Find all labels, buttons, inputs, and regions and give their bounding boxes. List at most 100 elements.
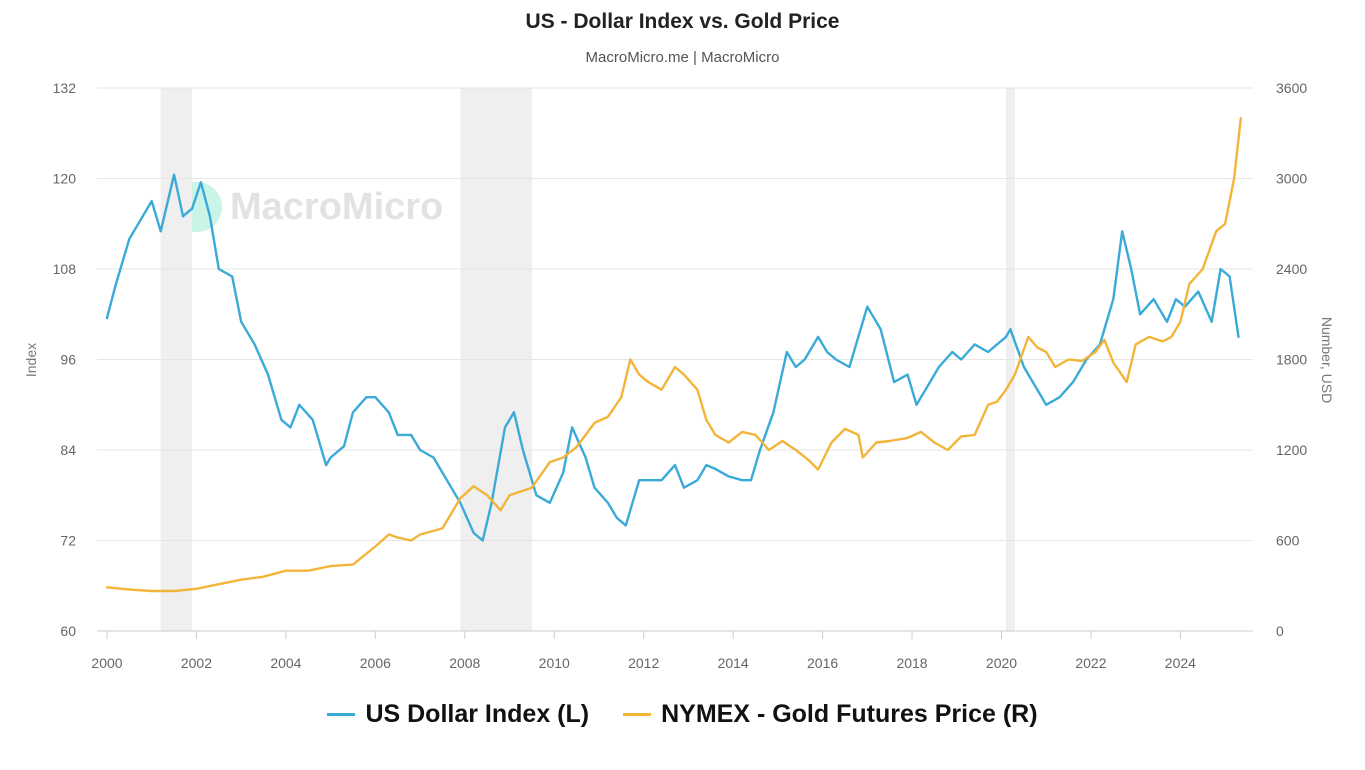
data-point-dollar-index xyxy=(893,381,895,383)
data-point-gold-price xyxy=(705,419,708,421)
legend-item-gold-price[interactable]: NYMEX - Gold Futures Price (R) xyxy=(623,700,1038,729)
legend-swatch-gold-price xyxy=(623,713,652,716)
data-point-dollar-index xyxy=(1197,290,1200,293)
data-point-gold-price xyxy=(727,441,730,444)
data-point-dollar-index xyxy=(311,419,314,421)
data-point-gold-price xyxy=(906,437,909,439)
data-point-gold-price xyxy=(419,533,421,536)
data-point-gold-price xyxy=(638,373,640,376)
y-left-tick-label: 72 xyxy=(60,533,76,549)
x-tick-label: 2022 xyxy=(1075,655,1106,671)
data-point-gold-price xyxy=(1081,360,1083,362)
data-point-gold-price xyxy=(1014,373,1016,376)
data-point-gold-price xyxy=(531,486,533,489)
data-point-dollar-index xyxy=(253,343,256,346)
x-tick-label: 2018 xyxy=(896,655,927,671)
data-point-gold-price xyxy=(150,590,153,592)
data-point-gold-price xyxy=(696,388,699,391)
data-point-dollar-index xyxy=(419,449,421,451)
data-point-gold-price xyxy=(1161,340,1164,343)
data-point-gold-price xyxy=(973,434,976,436)
series-lines xyxy=(105,117,1242,593)
data-point-dollar-index xyxy=(374,396,377,399)
data-point-dollar-index xyxy=(325,464,327,466)
x-tick-label: 2000 xyxy=(91,655,122,671)
data-point-dollar-index xyxy=(584,456,587,459)
data-point-dollar-index xyxy=(481,539,484,542)
data-point-dollar-index xyxy=(866,305,869,308)
data-point-gold-price xyxy=(660,388,663,391)
data-point-dollar-index xyxy=(795,366,797,368)
data-point-dollar-index xyxy=(182,215,184,217)
legend-item-dollar-index[interactable]: US Dollar Index (L) xyxy=(327,700,589,729)
data-point-dollar-index xyxy=(1023,366,1025,368)
data-point-dollar-index xyxy=(1219,268,1222,270)
data-point-gold-price xyxy=(674,366,676,368)
data-point-dollar-index xyxy=(191,207,193,210)
chart-subtitle: MacroMicro.me | MacroMicro xyxy=(585,49,780,66)
data-point-gold-price xyxy=(620,396,623,399)
data-point-gold-price xyxy=(1148,336,1150,338)
data-point-dollar-index xyxy=(209,215,211,217)
y-right-tick-label: 1800 xyxy=(1276,352,1307,368)
data-point-dollar-index xyxy=(150,200,153,202)
y-left-tick-label: 132 xyxy=(53,80,77,96)
data-point-dollar-index xyxy=(996,343,998,346)
data-point-gold-price xyxy=(830,441,833,444)
data-point-dollar-index xyxy=(848,366,851,368)
data-point-dollar-index xyxy=(410,434,412,436)
data-point-gold-price xyxy=(240,578,242,581)
data-point-dollar-index xyxy=(504,426,506,429)
x-tick-label: 2006 xyxy=(360,655,391,671)
data-point-dollar-index xyxy=(549,502,551,504)
data-point-gold-price xyxy=(741,431,743,433)
data-point-gold-price xyxy=(472,485,475,488)
data-point-gold-price xyxy=(754,434,757,436)
series-line-gold-price xyxy=(105,117,1242,593)
data-point-dollar-index xyxy=(973,343,976,346)
y-left-tick-label: 96 xyxy=(60,352,76,368)
data-point-gold-price xyxy=(607,416,609,418)
data-point-dollar-index xyxy=(343,445,345,448)
data-point-gold-price xyxy=(844,428,846,430)
data-point-dollar-index xyxy=(960,358,962,361)
data-point-gold-price xyxy=(106,586,108,589)
data-point-gold-price xyxy=(933,441,936,444)
data-point-gold-price xyxy=(1125,381,1128,383)
data-point-gold-price xyxy=(1067,358,1070,361)
data-point-gold-price xyxy=(714,434,717,436)
data-point-gold-price xyxy=(1233,177,1235,180)
data-point-gold-price xyxy=(1179,321,1182,323)
data-point-gold-price xyxy=(1201,268,1204,270)
data-point-dollar-index xyxy=(280,419,283,421)
data-point-gold-price xyxy=(508,494,511,497)
data-point-dollar-index xyxy=(750,479,752,482)
data-point-dollar-index xyxy=(817,336,819,338)
data-point-dollar-index xyxy=(1130,268,1132,270)
data-point-dollar-index xyxy=(1237,336,1240,338)
data-point-dollar-index xyxy=(625,524,627,527)
data-point-gold-price xyxy=(1094,351,1097,353)
data-point-dollar-index xyxy=(459,502,462,504)
data-point-gold-price xyxy=(920,431,922,433)
data-point-gold-price xyxy=(173,590,175,592)
data-point-gold-price xyxy=(329,565,332,567)
data-point-gold-price xyxy=(629,358,632,361)
data-point-gold-price xyxy=(388,533,390,536)
data-point-gold-price xyxy=(1215,230,1217,233)
data-point-dollar-index xyxy=(472,532,475,534)
data-point-gold-price xyxy=(1027,336,1030,338)
x-tick-label: 2016 xyxy=(807,655,838,671)
data-point-dollar-index xyxy=(835,358,837,361)
chart-title: US - Dollar Index vs. Gold Price xyxy=(525,10,840,33)
data-point-gold-price xyxy=(781,440,784,442)
data-point-gold-price xyxy=(1036,346,1039,349)
data-point-gold-price xyxy=(857,434,860,436)
data-point-dollar-index xyxy=(522,449,524,451)
data-point-dollar-index xyxy=(1072,381,1074,383)
data-point-gold-price xyxy=(1134,343,1137,346)
data-point-dollar-index xyxy=(803,358,806,361)
data-point-dollar-index xyxy=(705,464,708,466)
data-point-gold-price xyxy=(947,449,949,451)
data-point-dollar-index xyxy=(906,373,909,376)
